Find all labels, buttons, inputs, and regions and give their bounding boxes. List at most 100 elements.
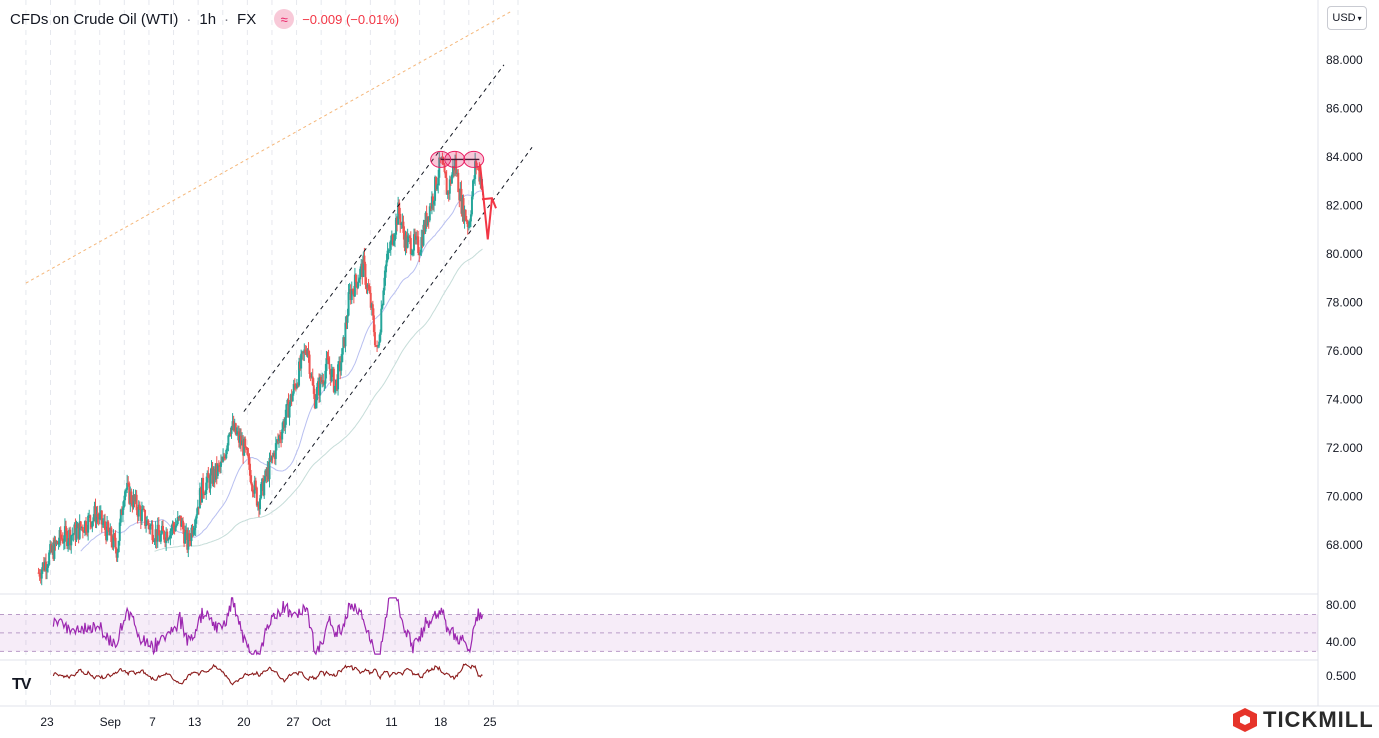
- candle-body: [175, 523, 178, 526]
- candle-body: [127, 482, 130, 484]
- candle-body: [273, 452, 276, 459]
- candle-body: [351, 289, 354, 291]
- candle-body: [375, 345, 378, 347]
- candle-body: [309, 373, 312, 378]
- candle-body: [87, 515, 90, 533]
- candle-body: [233, 423, 236, 431]
- candle-body: [78, 521, 81, 539]
- candle-body: [344, 322, 347, 347]
- candle-body: [444, 171, 447, 178]
- candle-body: [48, 552, 51, 565]
- candlestick-series: [37, 151, 484, 586]
- candle-body: [153, 540, 156, 542]
- candle-body: [379, 332, 382, 342]
- tradingview-logo[interactable]: TV: [12, 676, 31, 693]
- candle-body: [277, 436, 280, 441]
- candle-body: [140, 509, 143, 522]
- candle-body: [450, 174, 453, 184]
- candle-body: [168, 538, 171, 540]
- price-tick-label: 68.000: [1326, 538, 1363, 552]
- lower-indicator-pane: 0.500: [52, 663, 1356, 686]
- candle-body: [238, 435, 241, 443]
- candle-body: [211, 467, 214, 484]
- candle-body: [191, 527, 194, 535]
- candle-body: [292, 383, 295, 394]
- currency-dropdown[interactable]: USD ▾: [1327, 6, 1367, 30]
- rsi-tick-label: 40.00: [1326, 635, 1356, 649]
- interval-label[interactable]: 1h: [199, 10, 217, 28]
- candle-body: [172, 523, 175, 528]
- candle-body: [115, 548, 118, 558]
- candle-body: [185, 529, 188, 533]
- candle-body: [464, 209, 467, 221]
- candle-body: [158, 535, 161, 542]
- candle-body: [241, 440, 244, 446]
- candle-body: [178, 515, 181, 518]
- candle-body: [137, 504, 140, 517]
- candle-body: [246, 448, 249, 455]
- candle-body: [410, 254, 413, 256]
- candle-body: [458, 192, 461, 201]
- candle-body: [160, 525, 163, 534]
- candle-body: [367, 285, 370, 290]
- candle-body: [232, 421, 235, 431]
- candle-body: [250, 482, 253, 486]
- candle-body: [62, 541, 65, 543]
- candle-body: [342, 337, 345, 349]
- candle-body: [286, 399, 289, 405]
- time-tick-label: 25: [483, 715, 497, 729]
- candle-body: [53, 539, 56, 559]
- candle-body: [68, 529, 71, 542]
- candle-body: [317, 381, 320, 388]
- candle-body: [289, 394, 292, 405]
- candle-body: [58, 529, 61, 544]
- candle-body: [57, 543, 60, 545]
- candle-body: [376, 345, 379, 347]
- currency-label: USD: [1332, 12, 1356, 24]
- candle-body: [227, 435, 230, 446]
- candle-body: [120, 509, 123, 515]
- time-tick-label: 7: [149, 715, 156, 729]
- candle-body: [280, 438, 283, 440]
- candle-body: [222, 456, 225, 462]
- candle-body: [103, 521, 106, 530]
- symbol-title[interactable]: CFDs on Crude Oil (WTI): [10, 10, 179, 28]
- wave-icon[interactable]: ≈: [274, 9, 295, 29]
- candle-body: [384, 266, 387, 278]
- candle-body: [38, 572, 41, 577]
- candle-body: [182, 520, 185, 530]
- candle-body: [133, 495, 136, 502]
- candle-body: [445, 177, 448, 195]
- candle-body: [377, 345, 380, 347]
- candle-body: [295, 384, 298, 389]
- candle-body: [113, 534, 116, 538]
- candle-body: [221, 461, 224, 463]
- candle-body: [119, 509, 122, 523]
- candle-body: [88, 515, 91, 517]
- exchange-label: FX: [237, 10, 257, 28]
- candle-body: [449, 179, 452, 184]
- chart-header: CFDs on Crude Oil (WTI) · 1h · FX ≈ −0.0…: [10, 8, 399, 30]
- candle-body: [327, 358, 330, 365]
- candle-body: [177, 516, 180, 518]
- candle-body: [247, 454, 250, 458]
- candle-body: [109, 527, 112, 536]
- candle-body: [371, 304, 374, 316]
- candle-body: [399, 213, 402, 225]
- candle-body: [164, 539, 167, 543]
- candle-body: [382, 290, 385, 305]
- candle-body: [426, 216, 429, 226]
- candle-body: [193, 527, 196, 531]
- price-tick-label: 80.000: [1326, 247, 1363, 261]
- candle-body: [111, 541, 114, 548]
- candle-body: [131, 503, 134, 508]
- candle-body: [310, 376, 313, 378]
- candle-body: [398, 202, 401, 214]
- candle-body: [56, 541, 59, 545]
- candle-body: [378, 341, 381, 346]
- lower-tick-label: 0.500: [1326, 669, 1356, 683]
- candle-body: [395, 217, 398, 235]
- candle-body: [442, 163, 445, 165]
- candle-body: [404, 235, 407, 248]
